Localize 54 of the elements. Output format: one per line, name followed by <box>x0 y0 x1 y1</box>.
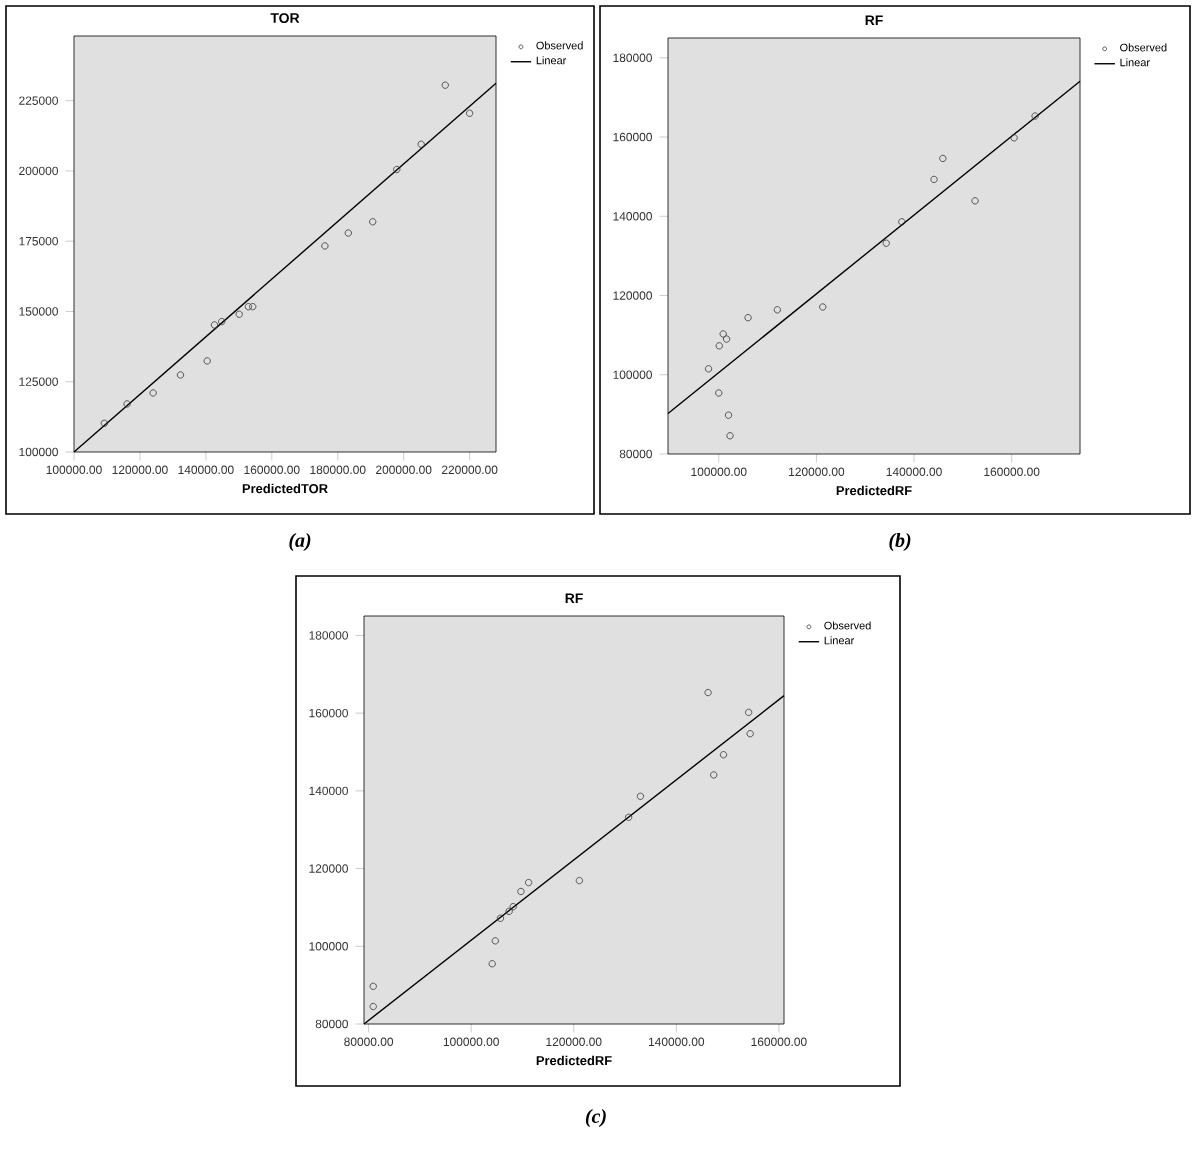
point <box>441 81 449 89</box>
point <box>321 242 329 250</box>
point <box>746 730 754 738</box>
point <box>176 371 185 379</box>
point <box>525 878 533 887</box>
text: (c) <box>585 1108 606 1128</box>
point <box>625 813 633 821</box>
point <box>149 389 157 397</box>
point <box>971 197 979 205</box>
point <box>517 887 525 896</box>
text: (b) <box>889 532 911 552</box>
point <box>466 109 474 117</box>
point <box>575 877 583 885</box>
point <box>715 389 723 397</box>
point <box>724 411 733 419</box>
point <box>218 317 226 326</box>
point <box>745 708 753 716</box>
point <box>491 937 499 945</box>
point <box>710 771 718 779</box>
point <box>715 342 723 350</box>
point <box>636 792 645 800</box>
point <box>249 303 257 311</box>
point <box>123 400 131 408</box>
point <box>203 357 211 365</box>
point <box>344 229 352 237</box>
point <box>882 239 890 247</box>
point <box>509 903 517 911</box>
point <box>496 914 505 922</box>
point <box>1010 134 1018 142</box>
point <box>722 335 731 343</box>
point <box>930 175 938 184</box>
point <box>719 751 728 759</box>
point <box>898 218 906 226</box>
text: (a) <box>289 532 311 552</box>
point <box>719 330 727 338</box>
point <box>744 314 752 322</box>
point <box>704 688 712 697</box>
point <box>488 960 496 968</box>
point <box>726 432 734 440</box>
point <box>393 165 401 174</box>
point <box>773 306 781 314</box>
point <box>1031 112 1039 120</box>
point <box>704 365 713 373</box>
point <box>100 419 108 427</box>
point <box>369 218 377 226</box>
point <box>210 321 219 329</box>
point <box>417 140 425 148</box>
point <box>505 907 513 915</box>
point <box>235 310 243 318</box>
point <box>369 1002 377 1011</box>
point <box>369 982 377 990</box>
point <box>819 303 827 311</box>
point <box>244 303 253 311</box>
point <box>939 154 947 163</box>
